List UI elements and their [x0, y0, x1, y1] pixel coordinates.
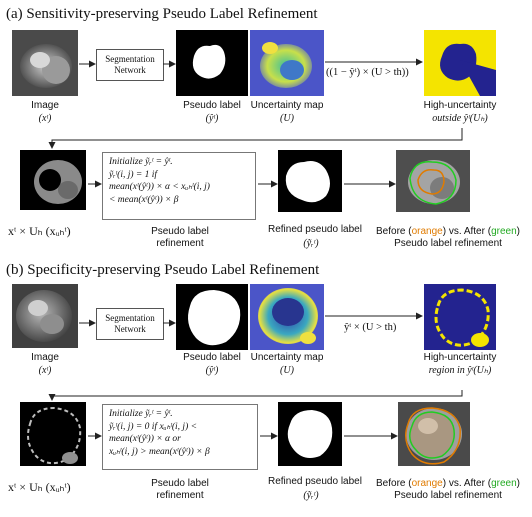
section-b-title: (b) Specificity-preserving Pseudo Label …	[6, 262, 320, 278]
masked-label-b: xᵗ × Uₕ (xᵤₕᵗ)	[8, 480, 71, 494]
before-after-image-b	[398, 402, 470, 466]
image-var-a: (xᵗ)	[38, 113, 52, 124]
threshold-label-a: ((1 − ŷᵗ) × (U > th))	[326, 67, 409, 78]
refined-caption-b: Refined pseudo label	[268, 476, 362, 487]
input-image-a	[12, 30, 78, 96]
refined-caption-a: Refined pseudo label	[268, 224, 362, 235]
pseudo-label-caption-a: Pseudo label	[183, 100, 241, 111]
formula-box-a: Initialize ỹᵣᵗ = ŷᵗ. ỹᵣᵗ(i, j) = 1 if me…	[102, 152, 256, 220]
high-uncertainty-var-b: region in ŷᵗ(Uₕ)	[428, 365, 492, 376]
threshold-label-b: ŷᵗ × (U > th)	[344, 322, 397, 333]
before-after-caption-a: Before (orange) vs. After (green)	[376, 226, 520, 237]
refined-label-image-b	[278, 402, 342, 466]
uncertainty-map-a	[250, 30, 324, 96]
masked-image-a	[20, 150, 86, 210]
refine-caption-b-1: Pseudo label	[151, 478, 209, 489]
pseudo-label-var-a: (ŷᵗ)	[205, 113, 219, 124]
uncertainty-var-a: (U)	[280, 113, 294, 124]
refined-var-a: (ỹᵣᵗ)	[303, 238, 319, 249]
refine-caption-a-1: Pseudo label	[151, 226, 209, 237]
before-after-caption-b-2: Pseudo label refinement	[394, 490, 502, 501]
segmentation-network-box-b: Segmentation Network	[96, 308, 164, 340]
high-uncertainty-var-a: outside ŷᵗ(Uₕ)	[432, 113, 488, 124]
image-caption-b: Image	[31, 352, 59, 363]
masked-image-b	[20, 402, 86, 466]
pseudo-label-var-b: (ŷᵗ)	[205, 365, 219, 376]
uncertainty-caption-b: Uncertainty map	[250, 352, 324, 363]
formula-box-b: Initialize ỹᵣᵗ = ŷᵗ. ỹᵣᵗ(i, j) = 0 if xᵤ…	[102, 404, 258, 470]
arrow-high-to-masked-a	[48, 128, 463, 149]
uncertainty-var-b: (U)	[280, 365, 294, 376]
refined-var-b: (ỹᵣᵗ)	[303, 490, 319, 501]
high-uncertainty-caption-b: High-uncertainty	[423, 352, 497, 363]
high-uncertainty-caption-a: High-uncertainty	[423, 100, 497, 111]
uncertainty-map-b	[250, 284, 324, 350]
refine-caption-b-2: refinement	[156, 490, 204, 501]
image-caption-a: Image	[31, 100, 59, 111]
before-after-image-a	[396, 150, 470, 212]
image-var-b: (xᵗ)	[38, 365, 52, 376]
segmentation-network-box-a: Segmentation Network	[96, 49, 164, 81]
masked-label-a: xᵗ × Uₕ (xᵤₕᵗ)	[8, 224, 71, 238]
pseudo-label-image-a	[176, 30, 248, 96]
before-after-caption-a-2: Pseudo label refinement	[394, 238, 502, 249]
refined-label-image-a	[278, 150, 342, 212]
pseudo-label-caption-b: Pseudo label	[183, 352, 241, 363]
high-uncertainty-image-b	[424, 284, 496, 350]
before-after-caption-b: Before (orange) vs. After (green)	[376, 478, 520, 489]
uncertainty-caption-a: Uncertainty map	[250, 100, 324, 111]
pseudo-label-image-b	[176, 284, 248, 350]
refine-caption-a-2: refinement	[156, 238, 204, 249]
arrow-high-to-masked-b	[48, 390, 463, 401]
high-uncertainty-image-a	[424, 30, 496, 96]
input-image-b	[12, 284, 78, 348]
section-a-title: (a) Sensitivity-preserving Pseudo Label …	[6, 6, 318, 22]
